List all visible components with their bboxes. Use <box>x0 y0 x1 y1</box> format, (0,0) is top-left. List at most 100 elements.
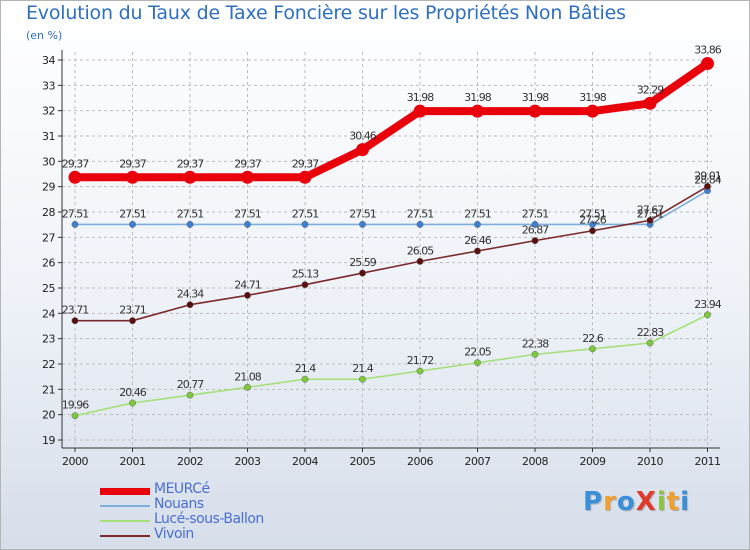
data-point <box>68 170 82 184</box>
x-tick-label: 2008 <box>522 455 548 468</box>
x-tick-label: 2007 <box>465 455 491 468</box>
legend-label: Lucé-sous-Ballon <box>154 511 264 527</box>
data-point <box>704 311 711 319</box>
x-tick-label: 2009 <box>580 455 606 468</box>
data-point <box>301 281 309 289</box>
data-point <box>359 220 366 228</box>
data-point <box>241 170 254 184</box>
y-tick-label: 23 <box>42 333 55 346</box>
data-label: 30.46 <box>349 130 376 143</box>
y-tick-label: 29 <box>42 181 55 194</box>
data-label: 27.51 <box>234 207 261 220</box>
data-point <box>359 375 366 383</box>
data-label: 27.51 <box>522 207 549 220</box>
data-label: 20.46 <box>119 386 146 399</box>
y-tick-label: 21 <box>42 383 55 396</box>
data-label: 27.51 <box>292 207 319 220</box>
data-point <box>129 399 136 407</box>
x-tick-label: 2002 <box>177 455 203 468</box>
data-label: 22.83 <box>637 326 664 339</box>
data-point <box>126 170 139 184</box>
data-label: 23.71 <box>62 304 89 317</box>
data-label: 25.59 <box>349 256 376 269</box>
data-label: 27.67 <box>637 203 664 216</box>
data-label: 29.01 <box>694 169 721 182</box>
data-point <box>416 220 424 228</box>
data-label: 23.94 <box>694 298 721 311</box>
x-tick-label: 2001 <box>120 455 146 468</box>
series-line-Nouans <box>74 189 709 226</box>
logo-letter: i <box>656 487 667 517</box>
data-point <box>474 359 481 367</box>
data-label: 27.51 <box>349 207 376 220</box>
data-label: 31.98 <box>522 91 549 104</box>
x-tick-label: 2006 <box>407 455 433 468</box>
legend-swatch <box>100 520 150 522</box>
data-point <box>183 170 197 184</box>
y-tick-label: 34 <box>42 54 55 67</box>
data-label: 31.98 <box>407 91 434 104</box>
x-tick-label: 2011 <box>695 455 721 468</box>
logo-letter: X <box>635 487 657 517</box>
y-tick-label: 22 <box>42 358 55 371</box>
data-point <box>71 412 79 420</box>
data-label: 29.37 <box>177 157 204 170</box>
data-point <box>129 317 136 325</box>
chart-title: Evolution du Taux de Taxe Foncière sur l… <box>26 2 626 24</box>
data-label: 27.51 <box>464 207 491 220</box>
data-label: 23.71 <box>119 304 146 317</box>
data-point <box>301 375 309 383</box>
data-label: 21.4 <box>352 362 373 375</box>
data-label: 33.86 <box>694 44 721 57</box>
data-point <box>531 350 539 358</box>
x-tick-label: 2004 <box>292 455 318 468</box>
logo-letter: P <box>583 487 604 517</box>
data-point <box>471 104 484 118</box>
data-label: 29.37 <box>62 157 89 170</box>
data-label: 31.98 <box>579 91 606 104</box>
data-point <box>244 220 251 228</box>
data-point <box>71 220 79 228</box>
y-tick-label: 24 <box>42 307 55 320</box>
x-tick-label: 2010 <box>637 455 663 468</box>
data-point <box>413 104 427 118</box>
data-label: 19.96 <box>62 399 89 412</box>
data-label: 27.51 <box>177 207 204 220</box>
data-point <box>528 104 542 118</box>
data-label: 29.37 <box>292 157 319 170</box>
logo-letter: i <box>680 487 691 517</box>
data-point <box>186 391 194 399</box>
legend-label: Nouans <box>154 496 204 512</box>
y-tick-label: 33 <box>42 79 55 92</box>
data-point <box>474 220 481 228</box>
data-point <box>531 237 539 245</box>
data-point <box>356 143 369 157</box>
data-label: 27.51 <box>62 207 89 220</box>
data-point <box>643 96 657 110</box>
data-point <box>589 345 596 353</box>
data-label: 21.4 <box>295 362 316 375</box>
data-point <box>646 216 654 224</box>
data-label: 24.34 <box>177 288 204 301</box>
y-tick-label: 28 <box>42 206 55 219</box>
data-point <box>186 301 194 309</box>
data-label: 22.05 <box>464 346 491 359</box>
data-label: 31.98 <box>464 91 491 104</box>
series-line-MEURCé <box>71 59 712 182</box>
series-line-Vivoin <box>74 185 709 322</box>
x-tick-label: 2000 <box>62 455 88 468</box>
data-label: 28.84 <box>694 174 721 187</box>
data-label: 26.05 <box>407 244 434 257</box>
data-label: 24.71 <box>234 278 261 291</box>
data-point <box>531 220 539 228</box>
data-point <box>704 182 711 190</box>
data-point <box>474 247 481 255</box>
logo-letter: o <box>616 487 636 517</box>
data-label: 29.37 <box>234 157 261 170</box>
legend-swatch <box>100 535 150 537</box>
data-label: 21.08 <box>234 370 261 383</box>
y-tick-label: 31 <box>42 130 55 143</box>
data-label: 27.51 <box>119 207 146 220</box>
data-label: 27.51 <box>637 207 664 220</box>
